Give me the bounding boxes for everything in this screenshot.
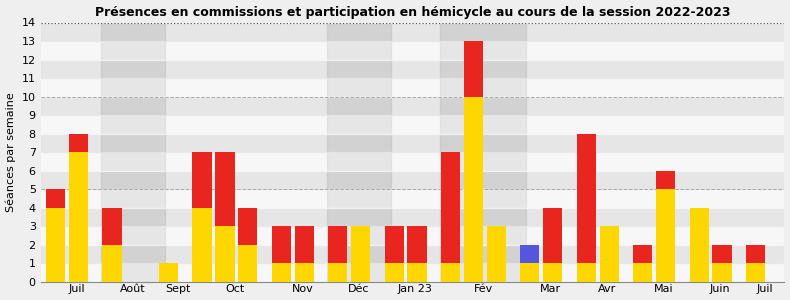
Bar bbox=[238, 244, 258, 282]
Bar bbox=[385, 226, 404, 263]
Bar bbox=[440, 22, 526, 282]
Bar bbox=[295, 263, 314, 282]
Bar bbox=[40, 78, 784, 97]
Bar bbox=[103, 244, 122, 282]
Bar bbox=[713, 263, 732, 282]
Bar bbox=[40, 244, 784, 263]
Bar bbox=[40, 171, 784, 189]
Bar bbox=[40, 97, 784, 115]
Bar bbox=[408, 263, 427, 282]
Bar bbox=[633, 244, 653, 263]
Bar bbox=[408, 226, 427, 263]
Bar bbox=[656, 189, 675, 282]
Bar bbox=[40, 59, 784, 78]
Bar bbox=[193, 152, 212, 208]
Bar bbox=[577, 263, 596, 282]
Bar bbox=[713, 244, 732, 263]
Bar bbox=[600, 226, 619, 282]
Bar bbox=[543, 263, 562, 282]
Bar bbox=[40, 189, 784, 208]
Bar bbox=[40, 226, 784, 244]
Bar bbox=[295, 226, 314, 263]
Bar bbox=[40, 263, 784, 282]
Bar bbox=[746, 244, 766, 263]
Bar bbox=[441, 152, 461, 263]
Bar bbox=[40, 152, 784, 171]
Bar bbox=[46, 208, 66, 282]
Bar bbox=[40, 41, 784, 59]
Bar bbox=[103, 208, 122, 244]
Bar bbox=[328, 226, 348, 263]
Bar bbox=[46, 189, 66, 208]
Bar bbox=[69, 152, 88, 282]
Bar bbox=[40, 208, 784, 226]
Bar bbox=[40, 115, 784, 134]
Bar bbox=[40, 4, 784, 22]
Bar bbox=[441, 263, 461, 282]
Bar bbox=[238, 208, 258, 244]
Bar bbox=[690, 208, 709, 282]
Bar bbox=[40, 22, 784, 41]
Bar bbox=[216, 152, 235, 226]
Bar bbox=[656, 171, 675, 189]
Bar bbox=[521, 244, 540, 263]
Bar bbox=[272, 263, 291, 282]
Bar bbox=[487, 226, 506, 282]
Bar bbox=[385, 263, 404, 282]
Bar bbox=[633, 263, 653, 282]
Bar bbox=[101, 22, 165, 282]
Bar bbox=[40, 134, 784, 152]
Bar bbox=[577, 134, 596, 263]
Bar bbox=[272, 226, 291, 263]
Bar bbox=[328, 263, 348, 282]
Bar bbox=[464, 97, 483, 282]
Bar bbox=[327, 22, 390, 282]
Y-axis label: Séances par semaine: Séances par semaine bbox=[6, 92, 16, 212]
Bar bbox=[746, 263, 766, 282]
Bar bbox=[216, 226, 235, 282]
Bar bbox=[543, 208, 562, 263]
Bar bbox=[69, 134, 88, 152]
Bar bbox=[521, 263, 540, 282]
Bar bbox=[159, 263, 178, 282]
Title: Présences en commissions et participation en hémicycle au cours de la session 20: Présences en commissions et participatio… bbox=[95, 6, 730, 19]
Bar bbox=[193, 208, 212, 282]
Bar bbox=[351, 226, 371, 282]
Bar bbox=[464, 41, 483, 97]
